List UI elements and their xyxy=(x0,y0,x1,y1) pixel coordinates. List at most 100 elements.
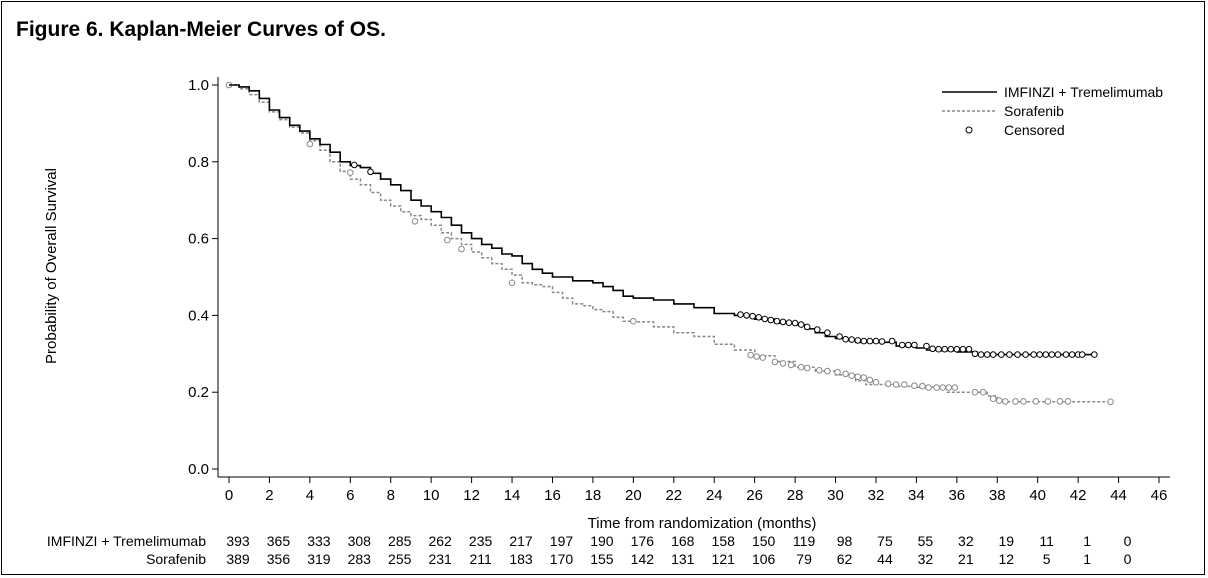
risk-table-row-label: Sorafenib xyxy=(146,551,206,567)
sorafenib-censor-mark xyxy=(919,382,926,390)
imfinzi-censor-mark xyxy=(959,345,967,353)
x-tick-label: 12 xyxy=(463,487,480,504)
imfinzi-censor-mark xyxy=(953,345,961,353)
imfinzi-censor-mark xyxy=(1068,351,1076,358)
risk-table-value: 19 xyxy=(998,533,1014,549)
x-tick-label: 28 xyxy=(787,487,804,504)
imfinzi-censor-mark xyxy=(848,336,856,343)
sorafenib-censor-mark xyxy=(347,169,354,176)
imfinzi-censor-mark xyxy=(749,312,756,320)
sorafenib-censor-mark xyxy=(989,395,997,403)
risk-table-row-label: IMFINZI + Tremelimumab xyxy=(47,533,206,549)
imfinzi-censor-mark xyxy=(1078,351,1086,358)
sorafenib-censor-mark xyxy=(824,367,831,375)
imfinzi-censor-mark xyxy=(1062,351,1070,358)
imfinzi-censor-mark xyxy=(888,337,896,345)
imfinzi-censor-mark xyxy=(1054,351,1062,358)
risk-table-value: 262 xyxy=(428,533,452,549)
x-tick-label: 4 xyxy=(306,487,314,504)
risk-table-value: 121 xyxy=(712,551,736,567)
risk-table-value: 389 xyxy=(226,551,250,567)
sorafenib-censor-mark xyxy=(779,360,787,367)
imfinzi-censor-mark xyxy=(761,315,769,323)
imfinzi-censor-mark xyxy=(1006,351,1013,358)
sorafenib-censor-mark xyxy=(892,381,900,388)
sorafenib-censor-mark xyxy=(1056,398,1064,405)
imfinzi-censor-mark xyxy=(989,351,997,358)
x-tick-label: 10 xyxy=(423,487,440,504)
risk-table-value: 44 xyxy=(877,551,893,567)
sorafenib-censor-mark xyxy=(771,358,779,366)
sorafenib-censor-mark xyxy=(848,372,856,380)
sorafenib-censor-mark xyxy=(834,368,841,376)
risk-table-value: 283 xyxy=(348,551,372,567)
imfinzi-censor-mark xyxy=(743,312,750,319)
imfinzi-censor-mark xyxy=(803,323,811,331)
risk-table-value: 255 xyxy=(388,551,412,567)
risk-table-value: 158 xyxy=(712,533,736,549)
imfinzi-censor-mark xyxy=(965,345,973,353)
risk-table-value: 32 xyxy=(918,551,934,567)
imfinzi-censor-mark xyxy=(1014,351,1021,358)
sorafenib-censor-mark xyxy=(925,384,932,391)
imfinzi-censor-mark xyxy=(1048,351,1056,358)
sorafenib-censor-mark xyxy=(747,351,754,359)
risk-table-value: 211 xyxy=(469,551,492,567)
imfinzi-censor-mark xyxy=(929,345,936,353)
figure-title: Figure 6. Kaplan-Meier Curves of OS. xyxy=(16,18,386,41)
x-tick-label: 38 xyxy=(989,487,1006,504)
x-tick-label: 16 xyxy=(544,487,561,504)
risk-table-value: 0 xyxy=(1124,533,1132,549)
risk-table-value: 79 xyxy=(796,551,812,567)
sorafenib-censor-mark xyxy=(630,317,637,325)
x-tick-label: 6 xyxy=(346,487,354,504)
imfinzi-censor-mark xyxy=(1030,351,1037,358)
x-tick-label: 0 xyxy=(225,487,233,504)
imfinzi-censor-mark xyxy=(1042,351,1050,358)
imfinzi-censor-mark xyxy=(977,351,985,358)
risk-table-value: 98 xyxy=(837,533,853,549)
x-tick-label: 32 xyxy=(868,487,885,504)
imfinzi-censor-mark xyxy=(947,345,955,353)
legend-label: Sorafenib xyxy=(1004,103,1064,119)
risk-table-value: 285 xyxy=(388,533,412,549)
sorafenib-censor-mark xyxy=(884,380,892,388)
risk-table-value: 106 xyxy=(752,551,776,567)
sorafenib-censor-mark xyxy=(803,364,811,372)
sorafenib-censor-mark xyxy=(508,279,516,287)
y-tick-label: 0.0 xyxy=(188,461,209,478)
risk-table-value: 1 xyxy=(1083,533,1091,549)
x-tick-label: 26 xyxy=(746,487,763,504)
risk-table-value: 0 xyxy=(1124,551,1132,567)
imfinzi-censor-mark xyxy=(824,329,831,337)
sorafenib-censor-mark xyxy=(860,374,868,381)
x-tick-label: 34 xyxy=(908,487,925,504)
x-tick-label: 14 xyxy=(504,487,521,504)
legend-label: IMFINZI + Tremelimumab xyxy=(1004,84,1163,100)
imfinzi-censor-mark xyxy=(836,333,843,340)
imfinzi-censor-mark xyxy=(941,345,949,353)
imfinzi-censor-mark xyxy=(872,337,880,345)
risk-table-value: 155 xyxy=(590,551,614,567)
risk-table-value: 356 xyxy=(267,551,291,567)
risk-table-value: 168 xyxy=(671,533,695,549)
risk-table-value: 190 xyxy=(590,533,614,549)
x-axis-label: Time from randomization (months) xyxy=(588,515,817,532)
imfinzi-censor-mark xyxy=(797,321,805,328)
risk-table-value: 235 xyxy=(469,533,493,549)
sorafenib-censor-mark xyxy=(979,388,987,396)
imfinzi-censor-mark xyxy=(1036,351,1043,358)
legend-swatch-censored xyxy=(965,126,973,134)
legend-label: Censored xyxy=(1004,122,1065,138)
x-tick-label: 40 xyxy=(1029,487,1046,504)
risk-table-value: 1 xyxy=(1083,551,1091,567)
sorafenib-censor-mark xyxy=(759,354,767,361)
sorafenib-censor-mark xyxy=(901,381,908,388)
x-tick-label: 8 xyxy=(387,487,395,504)
risk-table-value: 231 xyxy=(428,551,452,567)
risk-table-value: 393 xyxy=(226,533,250,549)
sorafenib-censor-mark xyxy=(1012,398,1019,405)
sorafenib-censor-mark xyxy=(458,245,465,253)
sorafenib-censor-mark xyxy=(1020,398,1027,405)
